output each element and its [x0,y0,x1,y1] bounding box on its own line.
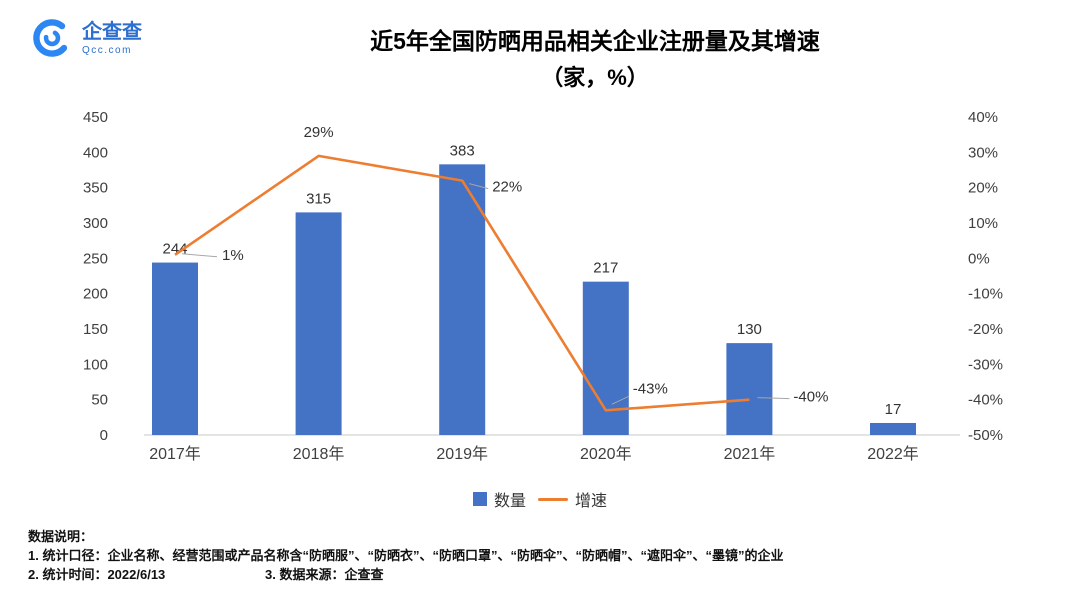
chart-subtitle: （家，%） [541,65,649,90]
category-label: 2021年 [724,445,776,463]
bar-value-label: 217 [593,260,618,277]
bar-value-label: 383 [450,142,475,159]
qcc-logo: 企查查 Qcc.com [30,16,142,60]
label-leader-line [757,397,790,400]
bar-value-label: 315 [306,190,331,207]
category-label: 2018年 [293,445,345,463]
left-axis-tick: 150 [83,321,108,338]
right-axis-tick: -30% [968,356,1003,373]
bar [582,281,629,435]
left-axis-tick: 250 [83,250,108,267]
category-label: 2022年 [867,445,919,463]
label-leader-line [181,253,218,258]
right-axis-tick: -50% [968,427,1003,444]
bar [870,422,916,435]
bar [295,212,342,435]
legend-item-growth: 增速 [538,487,607,511]
right-axis-tick: -40% [968,392,1003,409]
line-value-label: 29% [304,124,334,141]
right-axis-tick: 20% [968,180,998,197]
footnote-heading: 数据说明： [28,529,94,544]
legend-item-quantity: 数量 [472,487,526,511]
growth-line [174,154,750,412]
bar-value-label: 17 [885,401,902,418]
line-value-label: -43% [633,380,668,397]
left-axis-tick: 300 [83,215,108,232]
brand-name: 企查查 [82,20,142,43]
chart-title: 近5年全国防晒用品相关企业注册量及其增速 [370,28,820,54]
legend-label-quantity: 数量 [493,493,526,510]
footnote-line1: 1. 统计口径：企业名称、经营范围或产品名称含“防晒服”、“防晒衣”、“防晒口罩… [28,548,784,563]
bar-value-label: 244 [162,241,187,258]
legend-swatch-bar [472,492,487,506]
right-axis-tick: -20% [968,321,1003,338]
legend-swatch-line [538,497,568,501]
legend-label-growth: 增速 [575,493,608,510]
footnote: 数据说明： 1. 统计口径：企业名称、经营范围或产品名称含“防晒服”、“防晒衣”… [28,527,783,584]
bar [726,343,773,435]
label-leader-line [611,395,630,405]
left-axis-tick: 350 [83,180,108,197]
left-axis-tick: 100 [83,356,108,373]
right-axis-tick: 40% [968,109,998,126]
left-axis-tick: 450 [83,109,108,126]
footnote-line2b: 3. 数据来源：企查查 [265,567,384,582]
bar [152,262,198,435]
qcc-logo-icon [33,19,71,57]
right-axis-tick: 10% [968,215,998,232]
right-axis-tick: 30% [968,144,998,161]
bar-value-label: 130 [737,321,762,338]
footnote-line2a: 2. 统计时间：2022/6/13 [28,567,166,582]
chart-legend: 数量 增速 [0,487,1080,511]
left-axis-tick: 50 [91,392,108,409]
category-label: 2019年 [436,445,488,463]
title-block: 近5年全国防晒用品相关企业注册量及其增速 （家，%） [0,22,1080,92]
category-label: 2020年 [580,445,632,463]
line-value-label: 22% [492,179,522,196]
chart-canvas: 450 400 350 300 250 200 150 100 50 0 40% 30% 20% 10% 0… [83,109,1003,463]
line-value-label: -40% [793,389,828,406]
bar [439,164,486,435]
line-value-label: 1% [222,247,244,264]
label-leader-line [469,183,489,190]
left-axis-tick: 400 [83,144,108,161]
left-axis-tick: 200 [83,286,108,303]
footnote-line2: 2. 统计时间：2022/6/13 3. 数据来源：企查查 [28,565,783,584]
category-label: 2017年 [149,445,201,463]
brand-text: 企查查 Qcc.com [82,21,142,56]
right-axis-tick: -10% [968,286,1003,303]
brand-domain: Qcc.com [82,44,132,56]
right-axis-tick: 0% [968,250,990,267]
left-axis-tick: 0 [100,427,108,444]
